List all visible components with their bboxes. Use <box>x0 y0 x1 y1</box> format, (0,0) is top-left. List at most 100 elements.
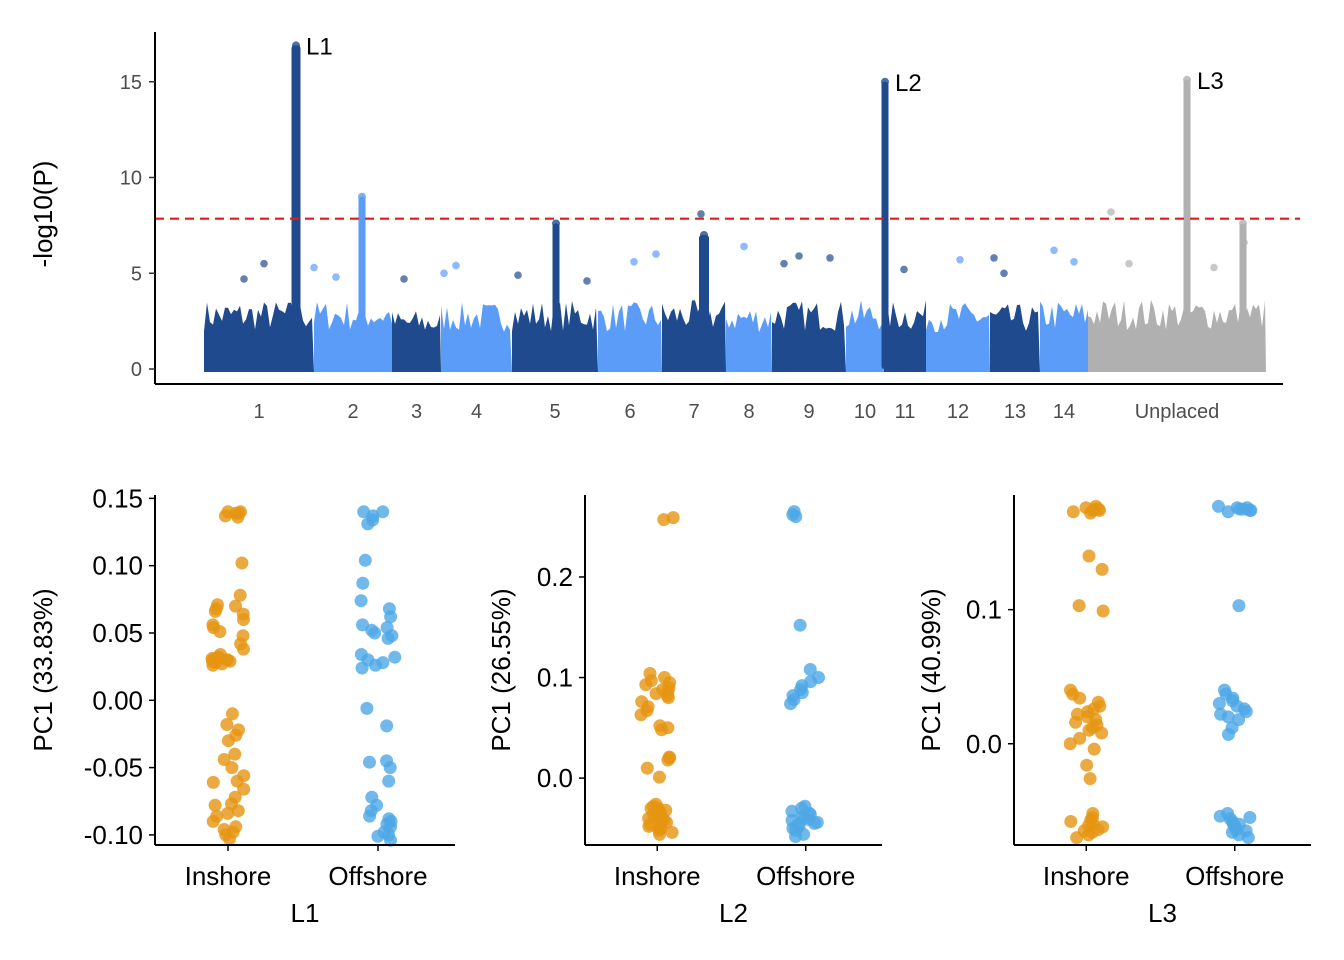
point-offshore <box>1230 501 1244 515</box>
point-inshore <box>661 753 675 767</box>
point-inshore <box>1093 503 1106 517</box>
point-inshore <box>233 588 247 602</box>
point-inshore <box>206 814 220 828</box>
manhattan-points <box>240 208 1248 285</box>
y-tick-label: 0.15 <box>92 483 143 513</box>
outlier-point <box>1210 263 1218 272</box>
chromosome-7-points <box>662 300 726 372</box>
chromosome-13-points <box>990 304 1040 372</box>
point-inshore <box>649 687 663 701</box>
point-inshore <box>1064 815 1078 828</box>
point-offshore <box>383 761 397 775</box>
point-offshore <box>1243 503 1257 517</box>
point-inshore <box>229 599 242 613</box>
point-inshore <box>221 734 235 748</box>
chromosome-9-points <box>772 301 846 372</box>
point-inshore <box>657 513 671 527</box>
point-inshore <box>653 821 667 835</box>
point-offshore <box>382 774 396 788</box>
point-offshore <box>1239 824 1253 838</box>
y-axis-title: PC1 (40.99%) <box>916 588 946 751</box>
peak-top-point <box>881 77 889 86</box>
y-tick-label: 0.10 <box>92 551 143 581</box>
point-inshore <box>661 691 675 705</box>
x-tick-label-inshore: Inshore <box>614 861 701 891</box>
y-tick-label: 0.00 <box>92 685 143 715</box>
point-offshore <box>1239 705 1253 719</box>
point-offshore <box>1243 811 1257 824</box>
point-inshore <box>634 708 648 722</box>
point-inshore <box>229 506 243 520</box>
point-offshore <box>360 701 374 715</box>
point-inshore <box>1096 604 1110 618</box>
x-tick-label-inshore: Inshore <box>1043 861 1130 891</box>
point-inshore <box>1082 549 1096 563</box>
point-offshore <box>1213 809 1227 823</box>
point-offshore <box>369 658 382 672</box>
outlier-point <box>452 261 460 270</box>
outlier-point <box>826 254 834 262</box>
point-offshore <box>1232 599 1246 613</box>
y-tick-label: -0.05 <box>84 753 143 783</box>
point-inshore <box>225 761 239 775</box>
pc1-panel-L2: 0.2 0.1 0.0 Inshore Offshore L2 PC1 (26.55%) <box>486 495 882 928</box>
x-tick-label-chr-12: 12 <box>947 401 969 423</box>
point-inshore <box>217 753 231 766</box>
peak-region-1 <box>358 196 366 369</box>
point-inshore <box>642 819 656 833</box>
outlier-point <box>332 273 340 281</box>
y-tick-label: 0 <box>131 359 142 381</box>
manhattan-peaks <box>291 41 1247 370</box>
outlier-point <box>780 259 788 268</box>
y-tick-label: 15 <box>120 72 142 94</box>
point-inshore <box>235 556 249 570</box>
point-inshore <box>237 782 251 796</box>
point-inshore <box>665 825 679 839</box>
outlier-point <box>1125 259 1133 268</box>
outlier-point <box>956 255 964 264</box>
outlier-point <box>1050 246 1058 255</box>
peak-top-point <box>552 219 560 228</box>
outlier-point <box>1240 238 1248 247</box>
point-inshore <box>1073 691 1087 705</box>
outlier-point <box>260 259 268 268</box>
point-offshore <box>356 576 370 590</box>
point-offshore <box>380 817 394 831</box>
outlier-point <box>583 277 591 285</box>
point-offshore <box>381 631 395 645</box>
chromosome-8-points <box>726 311 772 372</box>
pc1-panel-L3: 0.1 0.0 Inshore Offshore L3 PC1 (40.99%) <box>916 495 1311 928</box>
chromosome-Unplaced-points <box>1088 299 1266 372</box>
peak-top-point <box>1239 219 1247 228</box>
x-tick-label-chr-5: 5 <box>549 401 560 423</box>
point-inshore <box>213 625 227 639</box>
point-inshore <box>1095 726 1109 740</box>
point-inshore <box>220 718 234 731</box>
point-inshore <box>221 806 235 820</box>
peak-region-2 <box>552 223 560 369</box>
x-tick-label-chr-3: 3 <box>411 401 422 423</box>
point-inshore <box>231 804 245 818</box>
x-tick-label-chr-7: 7 <box>688 401 699 423</box>
chromosome-6-points <box>598 302 662 372</box>
y-axis-title: PC1 (26.55%) <box>486 588 516 751</box>
outlier-point <box>652 250 660 258</box>
point-inshore <box>217 823 231 836</box>
outlier-point <box>630 258 638 266</box>
x-tick-label-chr-8: 8 <box>743 401 754 423</box>
point-offshore <box>368 626 382 640</box>
point-offshore <box>789 830 802 843</box>
point-inshore <box>1080 758 1094 772</box>
point-inshore <box>644 801 658 815</box>
point-offshore <box>382 828 396 842</box>
point-offshore <box>1222 727 1235 741</box>
chromosome-3-points <box>392 311 441 372</box>
x-tick-label-chr-6: 6 <box>624 401 635 423</box>
point-offshore <box>371 829 385 843</box>
x-tick-label-offshore: Offshore <box>1185 861 1284 891</box>
pc1-panel-L1: 0.15 0.10 0.05 0.00 -0.05 -0.10 Inshore Offshor… <box>28 483 455 928</box>
point-inshore <box>207 652 221 666</box>
y-tick-label: 0.2 <box>537 562 573 592</box>
point-offshore <box>380 719 394 733</box>
